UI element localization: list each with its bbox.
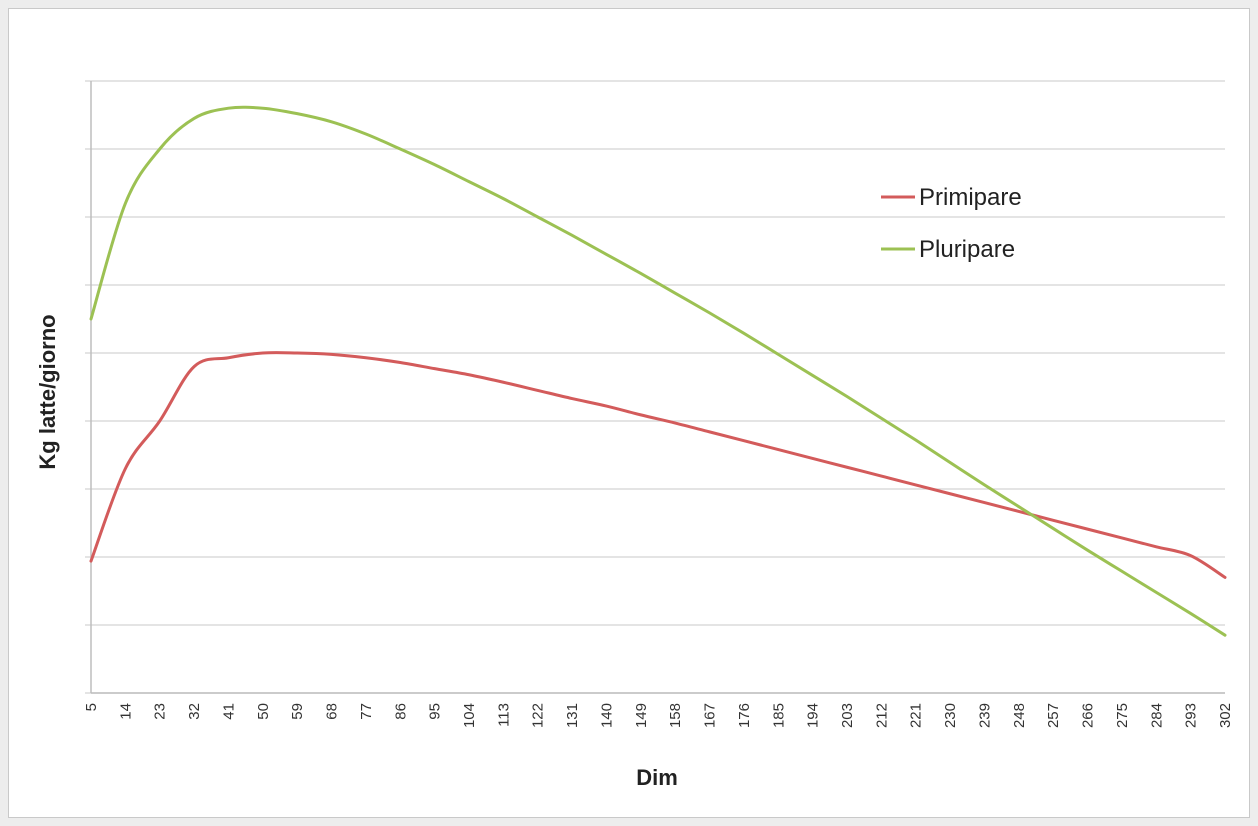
x-tick-label: 248 xyxy=(1011,703,1028,728)
axes xyxy=(90,81,1225,694)
line-chart: 5 14 23 32 41 50 59 68 77 86 95 104 113 122 131 140 149 1… xyxy=(35,80,1234,790)
x-tick-label: 212 xyxy=(873,703,890,728)
x-tick-label: 257 xyxy=(1045,703,1062,728)
x-tick-label: 185 xyxy=(770,703,787,728)
x-tick-label: 5 xyxy=(83,703,100,711)
x-tick-label: 86 xyxy=(392,703,409,720)
x-tick-label: 194 xyxy=(805,703,822,728)
legend: Primipare Pluripare xyxy=(881,184,1022,263)
x-tick-label: 59 xyxy=(289,703,306,720)
legend-label-primipare: Primipare xyxy=(919,184,1022,211)
x-tick-label: 32 xyxy=(186,703,203,720)
x-tick-label: 230 xyxy=(942,703,959,728)
x-tick-label: 203 xyxy=(839,703,856,728)
gridlines xyxy=(85,80,1225,694)
x-tick-label: 23 xyxy=(152,703,169,720)
x-tick-label: 158 xyxy=(667,703,684,728)
series-line-primipare xyxy=(89,351,1227,579)
x-tick-label: 167 xyxy=(702,703,719,728)
x-tick-label: 149 xyxy=(633,703,650,728)
x-tick-label: 302 xyxy=(1217,703,1234,728)
x-tick-label: 41 xyxy=(220,703,237,720)
chart-frame: 5 14 23 32 41 50 59 68 77 86 95 104 113 122 131 140 149 1… xyxy=(8,8,1250,818)
legend-label-pluripare: Pluripare xyxy=(919,236,1015,263)
x-tick-label: 50 xyxy=(255,703,272,720)
x-tick-label: 122 xyxy=(530,703,547,728)
x-tick-label: 68 xyxy=(324,703,341,720)
x-tick-labels: 5 14 23 32 41 50 59 68 77 86 95 104 113 122 131 140 149 1… xyxy=(83,703,1234,728)
x-tick-label: 176 xyxy=(736,703,753,728)
x-tick-label: 95 xyxy=(427,703,444,720)
x-tick-label: 131 xyxy=(564,703,581,728)
x-tick-label: 113 xyxy=(495,703,512,727)
x-tick-label: 221 xyxy=(908,703,925,728)
x-axis-title: Dim xyxy=(636,765,678,790)
x-tick-label: 275 xyxy=(1114,703,1131,728)
x-tick-label: 104 xyxy=(461,703,478,728)
x-tick-label: 77 xyxy=(358,703,375,720)
series-line-pluripare xyxy=(89,105,1227,637)
x-tick-label: 140 xyxy=(598,703,615,728)
x-tick-label: 284 xyxy=(1148,703,1165,728)
y-axis-title: Kg latte/giorno xyxy=(35,314,60,469)
series-lines xyxy=(89,105,1227,637)
x-tick-label: 266 xyxy=(1080,703,1097,728)
x-tick-label: 14 xyxy=(117,703,134,720)
x-tick-label: 239 xyxy=(976,703,993,728)
x-tick-label: 293 xyxy=(1183,703,1200,728)
